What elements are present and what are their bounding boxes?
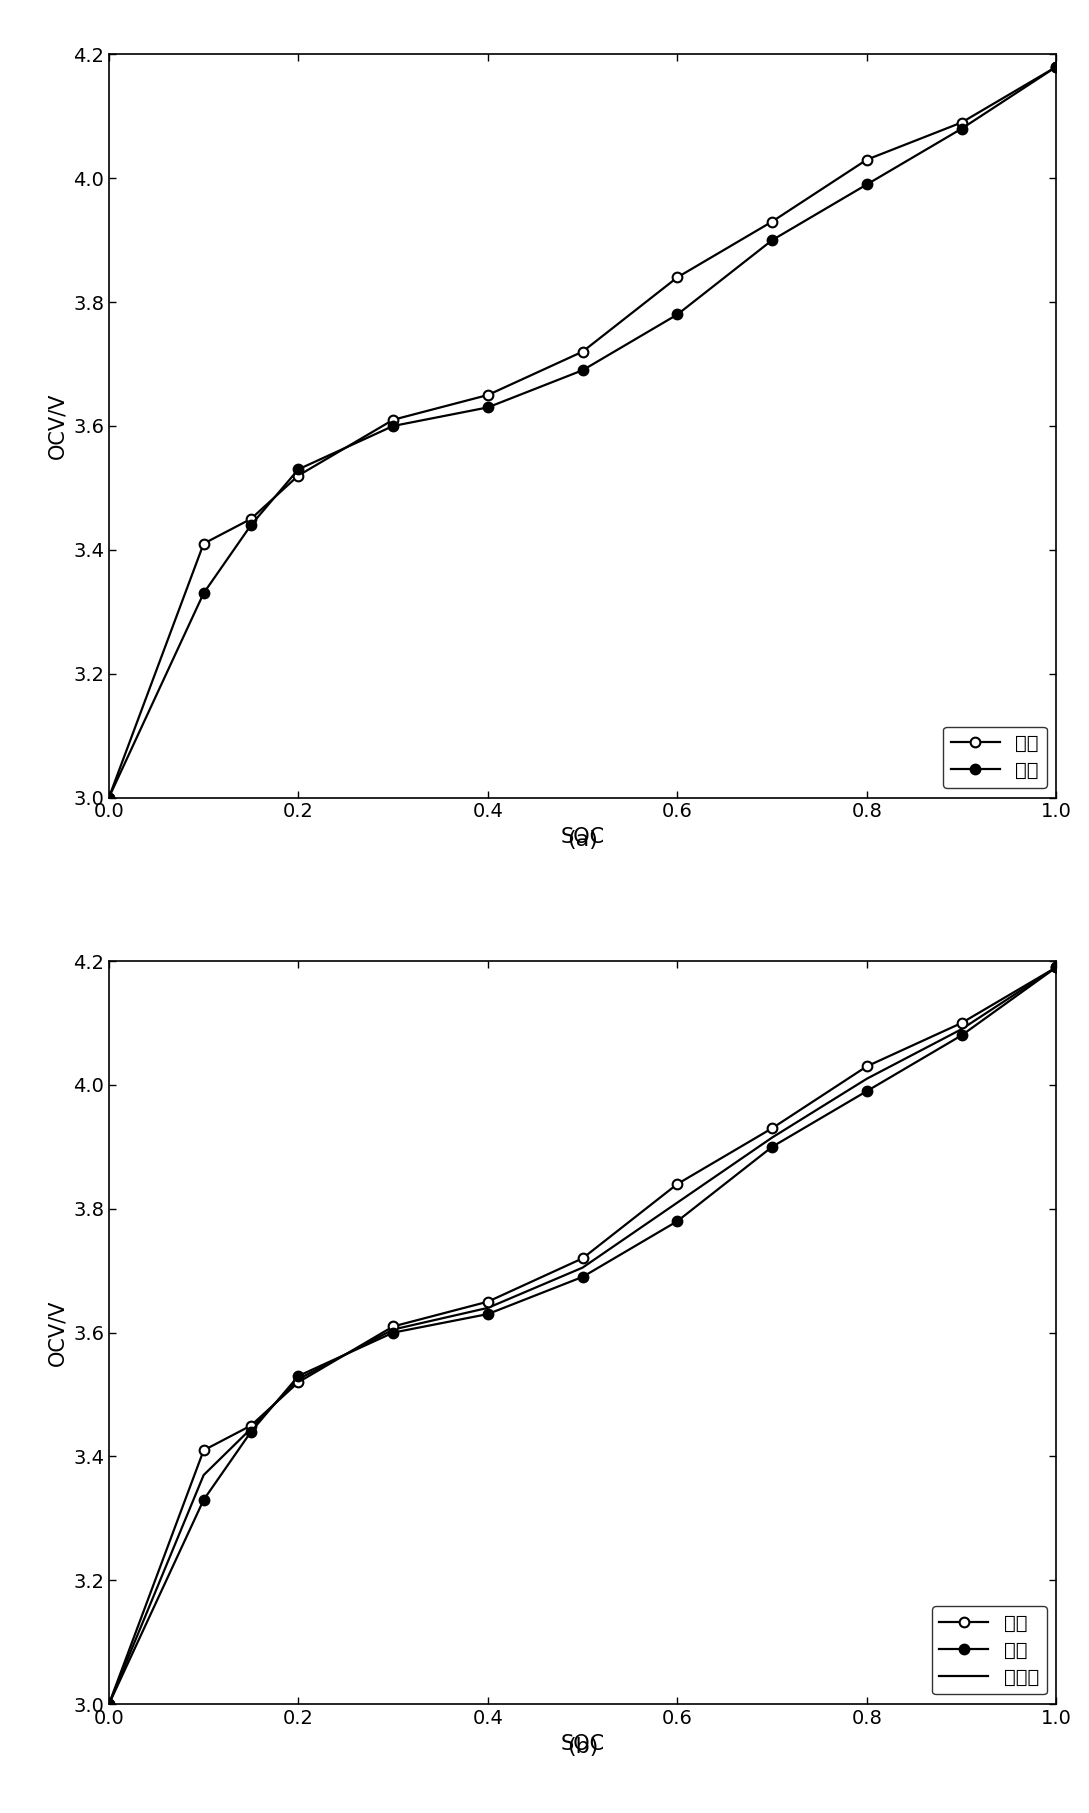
- 放电: [244, 1421, 257, 1443]
- Line: 放电: 放电: [105, 62, 1061, 803]
- 充电: [955, 1012, 968, 1033]
- Line: 充电: 充电: [105, 963, 1061, 1710]
- 充电: [244, 1414, 257, 1436]
- Line: 放电: 放电: [105, 963, 1061, 1710]
- 平均値: [860, 1068, 873, 1090]
- 充电: [292, 1371, 305, 1392]
- 平均値: [387, 1318, 400, 1340]
- X-axis label: SOC: SOC: [561, 827, 604, 847]
- 放电: [860, 1081, 873, 1102]
- Text: (a): (a): [567, 830, 598, 850]
- 放电: [576, 1265, 589, 1287]
- 放电: [197, 1488, 210, 1510]
- 放电: [387, 1322, 400, 1343]
- X-axis label: SOC: SOC: [561, 1733, 604, 1753]
- 充电: [860, 1055, 873, 1077]
- 充电: [197, 1440, 210, 1461]
- 平均値: [244, 1418, 257, 1440]
- Line: 平均値: 平均値: [109, 968, 1056, 1704]
- 放电: [671, 303, 684, 325]
- 放电: [766, 228, 779, 250]
- 放电: [1050, 957, 1063, 979]
- Y-axis label: OCV/V: OCV/V: [48, 1300, 68, 1365]
- 平均値: [671, 1191, 684, 1213]
- Text: (b): (b): [567, 1737, 598, 1757]
- 充电: [244, 508, 257, 529]
- 放电: [244, 515, 257, 537]
- 充电: [1050, 957, 1063, 979]
- 放电: [766, 1137, 779, 1159]
- 充电: [955, 112, 968, 134]
- 充电: [766, 210, 779, 232]
- 充电: [292, 464, 305, 486]
- 充电: [671, 267, 684, 288]
- 平均値: [955, 1019, 968, 1041]
- 放电: [292, 1365, 305, 1387]
- 放电: [102, 1693, 115, 1715]
- 放电: [1050, 56, 1063, 78]
- 放电: [197, 582, 210, 604]
- 充电: [387, 410, 400, 431]
- 放电: [671, 1211, 684, 1233]
- 充电: [197, 533, 210, 555]
- Y-axis label: OCV/V: OCV/V: [48, 393, 68, 459]
- 充电: [481, 384, 494, 406]
- 充电: [481, 1291, 494, 1313]
- 充电: [576, 341, 589, 363]
- 放电: [576, 359, 589, 381]
- 放电: [387, 415, 400, 437]
- 充电: [387, 1316, 400, 1338]
- 平均値: [292, 1369, 305, 1391]
- 平均値: [197, 1465, 210, 1487]
- 充电: [576, 1247, 589, 1269]
- 充电: [102, 1693, 115, 1715]
- 放电: [102, 787, 115, 809]
- 放电: [481, 1304, 494, 1325]
- 放电: [860, 174, 873, 196]
- 充电: [102, 787, 115, 809]
- Legend: 充电, 放电: 充电, 放电: [943, 727, 1047, 789]
- 平均値: [766, 1126, 779, 1148]
- 充电: [1050, 56, 1063, 78]
- Line: 充电: 充电: [105, 62, 1061, 803]
- 放电: [955, 118, 968, 140]
- 平均値: [102, 1693, 115, 1715]
- 平均値: [576, 1256, 589, 1278]
- 放电: [955, 1024, 968, 1046]
- Legend: 充电, 放电, 平均値: 充电, 放电, 平均値: [931, 1606, 1047, 1695]
- 充电: [766, 1117, 779, 1139]
- 放电: [481, 397, 494, 419]
- 放电: [292, 459, 305, 480]
- 平均値: [481, 1296, 494, 1318]
- 充电: [671, 1173, 684, 1195]
- 平均値: [1050, 957, 1063, 979]
- 充电: [860, 149, 873, 170]
